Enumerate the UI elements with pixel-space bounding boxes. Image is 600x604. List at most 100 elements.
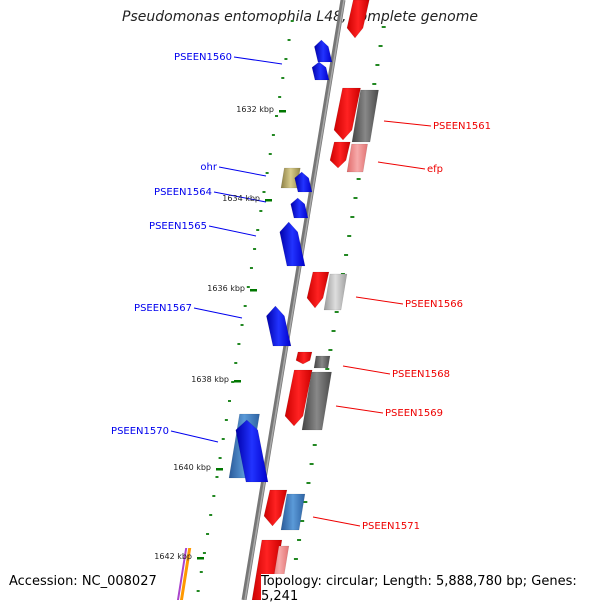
- label-leader-line: [218, 166, 267, 177]
- gene-label: PSEEN1570: [111, 426, 169, 437]
- ring-dot: [306, 482, 311, 484]
- ring-dot: [237, 343, 241, 345]
- gene-feature: [351, 89, 379, 143]
- gene-feature: [314, 39, 333, 63]
- ring-dot: [259, 210, 263, 212]
- ring-dot: [199, 571, 203, 573]
- scale-tick-mark: [234, 380, 241, 383]
- gene-feature: [323, 273, 348, 311]
- backbone-axis-layer: [196, 0, 386, 600]
- ring-dot: [215, 476, 219, 478]
- ring-dot: [300, 520, 305, 522]
- ring-dot: [231, 381, 235, 383]
- ring-dot: [209, 514, 213, 516]
- scale-tick-mark: [250, 289, 257, 292]
- gene-label: efp: [427, 164, 443, 175]
- ring-dot: [243, 305, 247, 307]
- ring-dot: [246, 286, 250, 288]
- ring-dot: [249, 267, 253, 269]
- ring-dot: [375, 64, 380, 66]
- scale-tick-label: 1640 kbp: [173, 463, 211, 472]
- gene-label: PSEEN1561: [433, 121, 491, 132]
- ring-dot: [275, 115, 279, 117]
- gene-feature: [280, 493, 306, 531]
- ring-dot: [334, 311, 339, 313]
- gene-feature-stripe: [176, 548, 188, 600]
- gene-feature: [346, 143, 368, 173]
- ring-dot: [350, 216, 355, 218]
- label-leader-line: [233, 56, 283, 65]
- ring-dot: [234, 362, 238, 364]
- ring-dot: [356, 178, 361, 180]
- ring-dot: [325, 368, 330, 370]
- gene-label: PSEEN1560: [174, 52, 232, 63]
- gene-label: PSEEN1568: [392, 369, 450, 380]
- gene-label: PSEEN1564: [154, 187, 212, 198]
- gene-feature: [284, 369, 313, 427]
- ring-dot: [353, 197, 358, 199]
- ring-dot: [293, 558, 298, 560]
- label-leader-line: [355, 296, 404, 305]
- scale-tick-label: 1638 kbp: [191, 375, 229, 384]
- gene-label: PSEEN1571: [362, 521, 420, 532]
- ring-dot: [268, 153, 272, 155]
- gene-label: PSEEN1565: [149, 221, 207, 232]
- gene-feature: [333, 87, 361, 141]
- scale-tick-layer: 1632 kbp 1634 kbp 1636 kbp 1638 kbp 1640 kbp…: [154, 105, 286, 561]
- gene-feature: [279, 221, 306, 267]
- gene-feature: [313, 355, 331, 369]
- map-title: Pseudomonas entomophila L48, complete ge…: [122, 9, 478, 25]
- scale-tick-label: 1634 kbp: [222, 194, 260, 203]
- ring-dot: [347, 235, 352, 237]
- gene-feature: [263, 489, 288, 527]
- ring-dot: [271, 134, 275, 136]
- gene-feature: [329, 141, 351, 169]
- gene-feature: [266, 305, 292, 347]
- gene-feature: [290, 197, 309, 219]
- gene-label-layer: PSEEN1560 PSEEN1561 ohr efp PSEEN1564 PSEEN15…: [111, 52, 491, 532]
- accession-text: Accession: NC_008027: [9, 574, 157, 589]
- gene-feature: [346, 0, 370, 39]
- ring-dot: [328, 349, 333, 351]
- ring-dot: [344, 254, 349, 256]
- label-leader-line: [208, 225, 257, 237]
- label-leader-line: [377, 161, 426, 170]
- label-leader-line: [193, 307, 243, 319]
- gene-feature-stripe: [179, 548, 192, 600]
- label-leader-line: [312, 516, 361, 527]
- label-leader-line: [170, 430, 219, 443]
- scale-tick-label: 1632 kbp: [236, 105, 274, 114]
- topology-text: Topology: circular; Length: 5,888,780 bp…: [261, 574, 600, 604]
- gene-label: ohr: [200, 162, 217, 173]
- scale-tick-mark: [216, 468, 223, 471]
- label-leader-line: [342, 365, 391, 375]
- ring-dot: [224, 419, 228, 421]
- gene-label: PSEEN1566: [405, 299, 463, 310]
- gene-feature: [306, 271, 330, 309]
- gene-feature-layer: [176, 0, 379, 600]
- ring-dot: [202, 552, 206, 554]
- scale-tick-mark: [279, 110, 286, 113]
- ring-dot: [309, 463, 314, 465]
- ring-dot: [290, 20, 294, 22]
- ring-dot: [206, 533, 210, 535]
- ring-dot: [303, 501, 308, 503]
- ring-dot: [312, 444, 317, 446]
- ring-dot: [265, 172, 269, 174]
- scale-tick-mark: [197, 557, 204, 560]
- gene-feature: [294, 171, 313, 193]
- gene-label: PSEEN1569: [385, 408, 443, 419]
- scale-tick-label: 1642 kbp: [154, 552, 192, 561]
- label-leader-layer: [170, 56, 432, 527]
- gene-feature: [235, 419, 269, 483]
- label-leader-line: [383, 120, 432, 127]
- ring-dot: [281, 77, 285, 79]
- backbone-highlight: [244, 0, 345, 600]
- ring-dot: [331, 330, 336, 332]
- ring-dot: [253, 248, 257, 250]
- ring-dot: [212, 495, 216, 497]
- ring-dot: [378, 45, 383, 47]
- label-leader-line: [213, 191, 267, 203]
- ring-dot: [218, 457, 222, 459]
